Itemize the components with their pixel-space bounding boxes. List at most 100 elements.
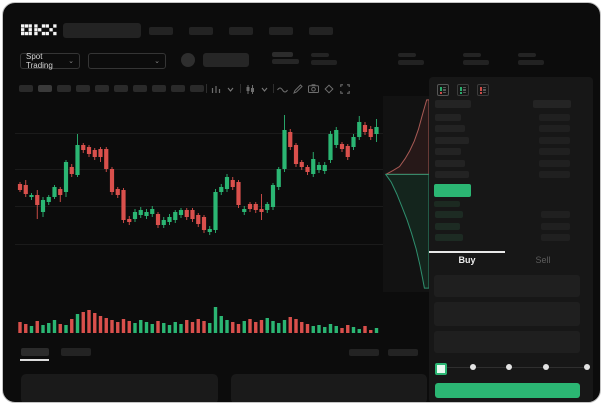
coin-avatar — [181, 53, 195, 67]
search-input[interactable] — [63, 23, 141, 38]
bottom-tab-1[interactable] — [21, 348, 49, 356]
gridline — [15, 206, 383, 207]
bottom-panel-1 — [21, 374, 218, 402]
timeframe-pill-2[interactable] — [38, 85, 52, 92]
book-row-glyph — [480, 86, 486, 89]
toolbar-divider — [206, 84, 207, 93]
pair-dropdown[interactable]: ⌄ — [88, 53, 166, 69]
wave-icon[interactable] — [277, 87, 288, 93]
candle-style-icon[interactable] — [245, 85, 255, 94]
camera-icon[interactable] — [308, 84, 319, 93]
bid-amount-1[interactable] — [541, 211, 570, 218]
bids-book-icon[interactable] — [457, 84, 469, 96]
orderbook-col-header-price — [435, 100, 471, 108]
ticker-value-4 — [518, 60, 544, 65]
ask-price-4[interactable] — [435, 148, 461, 155]
ask-price-1[interactable] — [435, 114, 461, 121]
order-amount-field[interactable] — [434, 302, 580, 326]
depth-chart — [383, 96, 429, 292]
ticker-value-2 — [398, 60, 424, 65]
ask-amount-4[interactable] — [539, 148, 570, 155]
orderbook-mark-price — [434, 201, 460, 207]
nav-item-3[interactable] — [229, 27, 253, 35]
active-tab-indicator — [429, 251, 505, 253]
market-type-label: Spot Trading — [26, 52, 53, 70]
bottom-tab-2[interactable] — [61, 348, 91, 356]
ticker-label-4 — [518, 53, 536, 57]
timeframe-pill-5[interactable] — [95, 85, 109, 92]
order-total-field[interactable] — [434, 331, 580, 353]
ticker-value-3 — [463, 60, 489, 65]
bid-price-1[interactable] — [435, 211, 463, 218]
last-price-placeholder — [272, 52, 293, 57]
book-row-glyph — [440, 89, 446, 91]
tab-buy[interactable]: Buy — [458, 255, 476, 265]
ask-price-5[interactable] — [435, 160, 465, 167]
ticker-value-1 — [311, 60, 337, 65]
pair-title-placeholder — [203, 53, 249, 67]
timeframe-pill-1[interactable] — [19, 85, 33, 92]
gridline — [15, 133, 383, 134]
bid-amount-2[interactable] — [541, 223, 570, 230]
ask-price-6[interactable] — [435, 171, 469, 178]
nav-item-1[interactable] — [149, 27, 173, 35]
nav-item-4[interactable] — [269, 27, 293, 35]
bottom-action-2[interactable] — [388, 349, 418, 356]
combined-book-icon[interactable] — [437, 84, 449, 96]
indicator-icon[interactable] — [211, 85, 221, 93]
bid-price-3[interactable] — [435, 234, 463, 241]
ask-amount-6[interactable] — [539, 171, 570, 178]
nav-item-2[interactable] — [189, 27, 213, 35]
buy-submit-button[interactable] — [435, 383, 580, 398]
bid-amount-3[interactable] — [541, 234, 570, 241]
caret-down-icon[interactable] — [261, 87, 268, 92]
caret-down-icon[interactable] — [227, 87, 234, 92]
book-row-glyph — [480, 91, 486, 94]
fullscreen-icon[interactable] — [340, 84, 350, 94]
timeframe-pill-7[interactable] — [133, 85, 147, 92]
timeframe-pill-9[interactable] — [171, 85, 185, 92]
slider-dot-2[interactable] — [506, 364, 512, 370]
ask-amount-5[interactable] — [539, 160, 570, 167]
timeframe-pill-8[interactable] — [152, 85, 166, 92]
ticker-label-1 — [311, 53, 329, 57]
timeframe-pill-4[interactable] — [76, 85, 90, 92]
toolbar-divider — [240, 84, 241, 93]
slider-dot-1[interactable] — [470, 364, 476, 370]
slider-dot-3[interactable] — [543, 364, 549, 370]
bid-price-2[interactable] — [435, 223, 460, 230]
book-row-glyph — [440, 86, 446, 89]
orderbook-last-price[interactable] — [434, 184, 471, 197]
amount-slider-track[interactable] — [439, 367, 589, 368]
book-row-glyph — [480, 89, 486, 91]
asks-book-icon[interactable] — [477, 84, 489, 96]
timeframe-pill-10[interactable] — [190, 85, 204, 92]
price-sub-placeholder — [272, 59, 299, 64]
candlestick-chart[interactable] — [15, 104, 383, 244]
book-row-glyph — [460, 86, 466, 89]
gridline — [15, 244, 383, 245]
market-type-dropdown[interactable]: Spot Trading ⌄ — [20, 52, 80, 70]
gridline — [15, 169, 383, 170]
ask-amount-1[interactable] — [539, 114, 570, 121]
book-row-glyph — [460, 89, 466, 91]
amount-slider-handle[interactable] — [435, 363, 447, 375]
timeframe-pill-6[interactable] — [114, 85, 128, 92]
book-row-glyph — [460, 91, 466, 94]
bottom-action-1[interactable] — [349, 349, 379, 356]
ask-amount-2[interactable] — [539, 125, 570, 132]
diamond-icon[interactable] — [324, 84, 334, 94]
tab-sell[interactable]: Sell — [535, 255, 551, 265]
ask-price-3[interactable] — [435, 137, 469, 144]
timeframe-pill-3[interactable] — [57, 85, 71, 92]
ask-amount-3[interactable] — [539, 137, 570, 144]
nav-item-5[interactable] — [309, 27, 333, 35]
slider-dot-4[interactable] — [584, 364, 590, 370]
draw-icon[interactable] — [293, 84, 303, 94]
volume-chart[interactable] — [15, 301, 383, 333]
ask-price-2[interactable] — [435, 125, 465, 132]
order-price-field[interactable] — [434, 275, 580, 297]
ticker-label-3 — [463, 53, 481, 57]
bottom-panel-2 — [231, 374, 427, 402]
depth-panel[interactable] — [383, 96, 429, 292]
